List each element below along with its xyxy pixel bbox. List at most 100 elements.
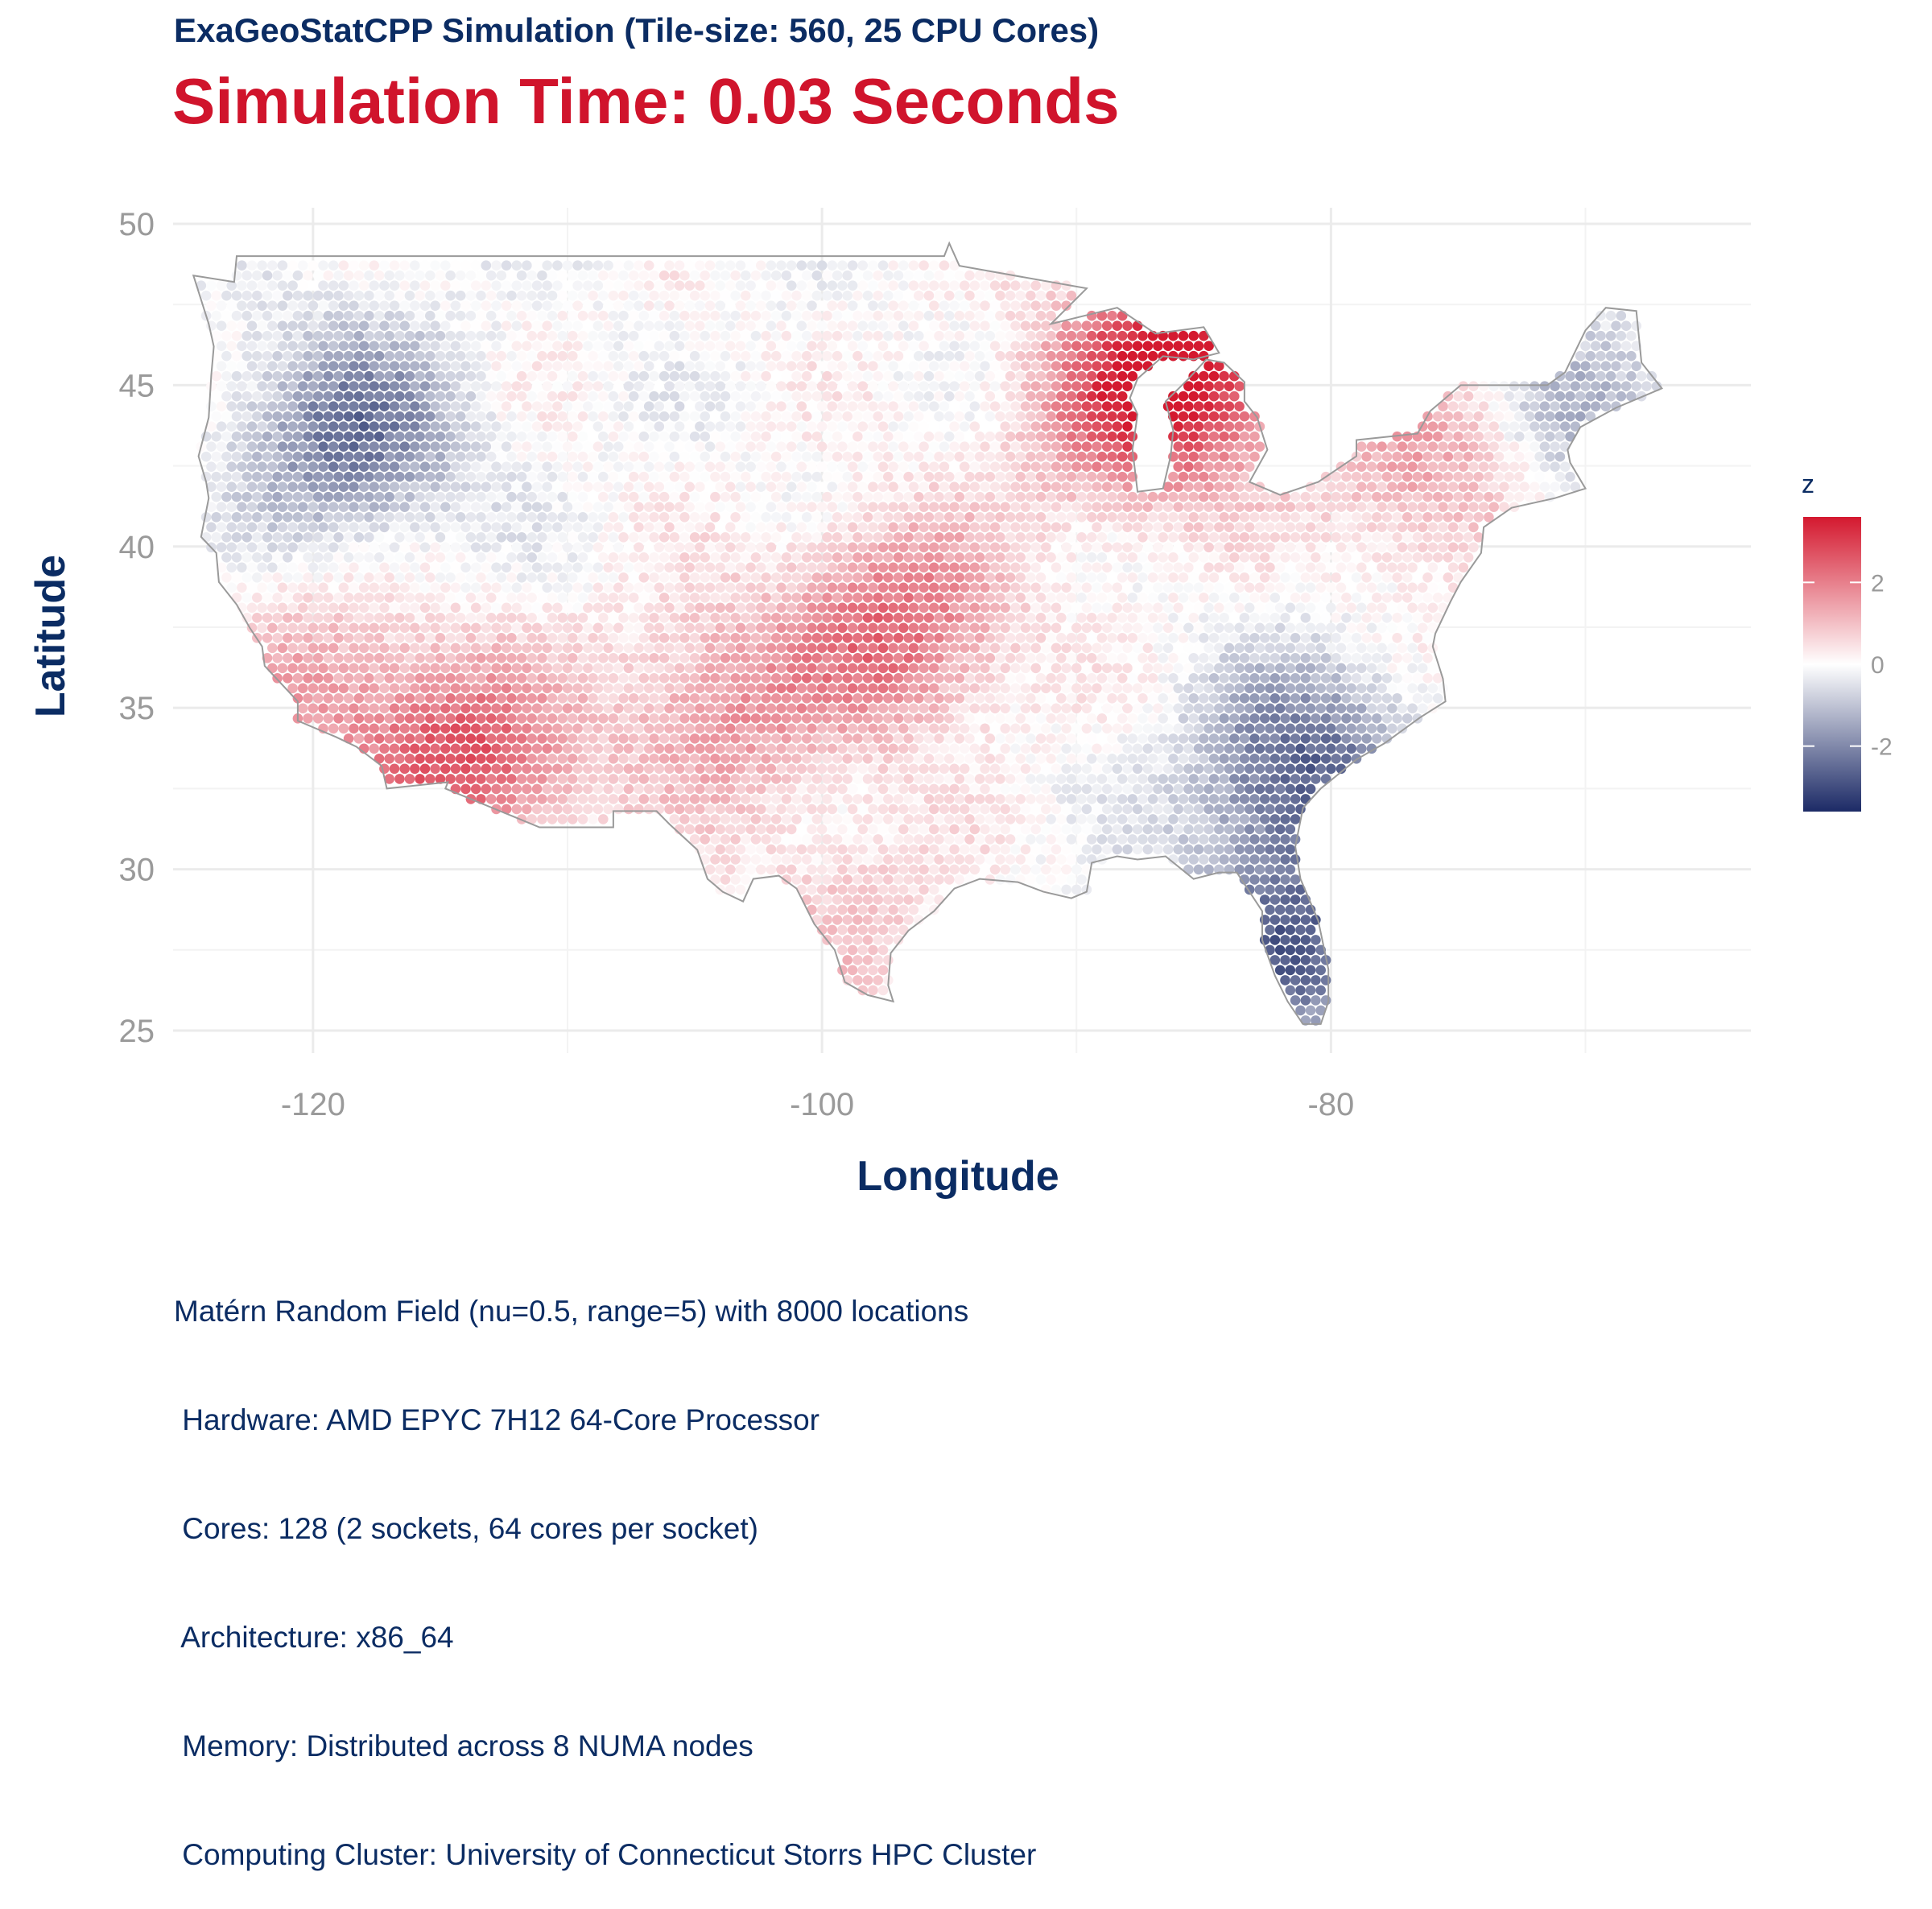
data-point [532,784,543,795]
data-point [675,663,685,674]
data-point [970,441,980,452]
data-point [1117,713,1128,724]
data-point [1000,824,1010,835]
data-point [1418,704,1428,714]
data-point [547,572,558,583]
data-point [720,754,731,764]
data-point [1377,543,1387,553]
data-point [1087,814,1097,824]
data-point [278,603,288,614]
data-point [1183,865,1194,875]
data-point [1473,432,1484,442]
data-point [1148,834,1158,845]
data-point [903,693,914,704]
data-point [1473,452,1484,462]
data-point [618,653,629,663]
data-point [1076,834,1087,845]
data-point [522,684,532,694]
data-point [1255,684,1265,694]
data-point [1275,905,1286,915]
data-point [898,481,909,492]
data-point [598,713,609,724]
data-point [399,724,410,734]
data-point [624,704,634,714]
data-point [1102,481,1113,492]
data-point [955,492,965,502]
data-point [857,845,868,855]
data-point [460,543,471,553]
data-point [1010,784,1021,795]
data-point [1122,784,1133,795]
data-point [476,693,486,704]
data-point [293,633,303,643]
data-point [980,865,990,875]
data-point [1015,653,1026,663]
data-point [1183,804,1194,815]
data-point [1260,572,1270,583]
data-point [1286,684,1296,694]
data-point [1113,441,1123,452]
data-point [756,784,766,795]
data-point [1352,492,1362,502]
data-point [761,854,771,865]
data-point [852,814,863,824]
data-point [1265,543,1275,553]
data-point [1168,693,1179,704]
data-point [741,532,751,543]
data-point [1021,543,1031,553]
data-point [1036,593,1046,603]
data-point [944,733,955,744]
data-point [970,502,980,512]
data-point [1260,854,1270,865]
data-point [1295,603,1306,614]
data-point [766,704,777,714]
data-point [1295,583,1306,593]
data-point [1143,804,1154,815]
data-point [782,552,792,563]
data-point [1397,563,1408,573]
data-point [919,684,929,694]
data-point [436,512,446,523]
data-point [526,653,537,663]
data-point [817,845,828,855]
data-point [802,512,812,523]
data-point [522,563,532,573]
data-point [491,523,502,533]
data-point [756,865,766,875]
data-point [797,744,807,754]
data-point [1249,693,1260,704]
data-point [705,623,716,634]
data-point [807,502,817,512]
data-point [1214,784,1224,795]
data-point [603,643,613,654]
data-point [1209,653,1220,663]
data-point [837,784,848,795]
data-point [883,673,894,684]
data-point [710,532,720,543]
data-point [771,472,782,482]
data-point [563,684,573,694]
data-point [440,764,451,775]
data-point [1117,814,1128,824]
data-point [1433,552,1443,563]
data-point [802,653,812,663]
data-point [303,432,313,442]
data-point [1143,603,1154,614]
data-point [1097,532,1108,543]
data-point [1224,804,1235,815]
data-point [572,663,583,674]
data-point [1168,572,1179,583]
data-point [955,673,965,684]
data-point [552,461,563,472]
data-point [1000,804,1010,815]
data-point [445,733,456,744]
data-point [842,713,852,724]
data-point [517,532,527,543]
data-point [287,543,298,553]
data-point [379,421,390,432]
data-point [278,481,288,492]
data-point [1061,523,1071,533]
data-point [888,543,898,553]
data-point [639,492,650,502]
data-point [1097,472,1108,482]
